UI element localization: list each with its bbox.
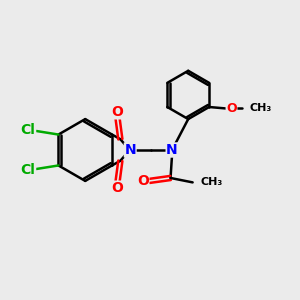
Text: N: N [166, 143, 178, 157]
Text: CH₃: CH₃ [250, 103, 272, 113]
Text: O: O [137, 174, 149, 188]
Text: O: O [226, 102, 237, 115]
Text: O: O [112, 181, 123, 195]
Text: Cl: Cl [21, 123, 36, 137]
Text: Cl: Cl [21, 163, 36, 177]
Text: N: N [124, 143, 136, 157]
Text: O: O [112, 105, 123, 119]
Text: CH₃: CH₃ [201, 177, 223, 188]
